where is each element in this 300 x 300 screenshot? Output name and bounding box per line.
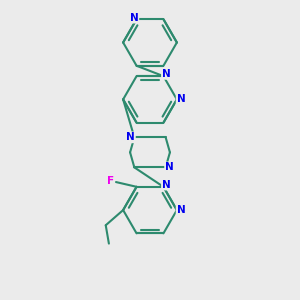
Text: N: N	[126, 132, 135, 142]
Text: F: F	[107, 176, 114, 186]
Text: N: N	[162, 69, 171, 79]
Text: N: N	[130, 13, 138, 22]
Text: N: N	[177, 94, 185, 104]
Text: N: N	[162, 180, 171, 190]
Text: N: N	[165, 162, 174, 172]
Text: N: N	[177, 205, 185, 215]
